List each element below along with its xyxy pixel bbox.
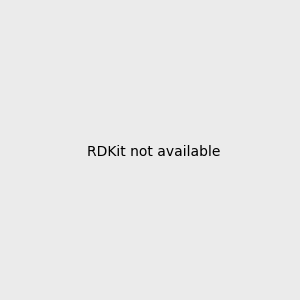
Text: RDKit not available: RDKit not available [87,145,220,158]
